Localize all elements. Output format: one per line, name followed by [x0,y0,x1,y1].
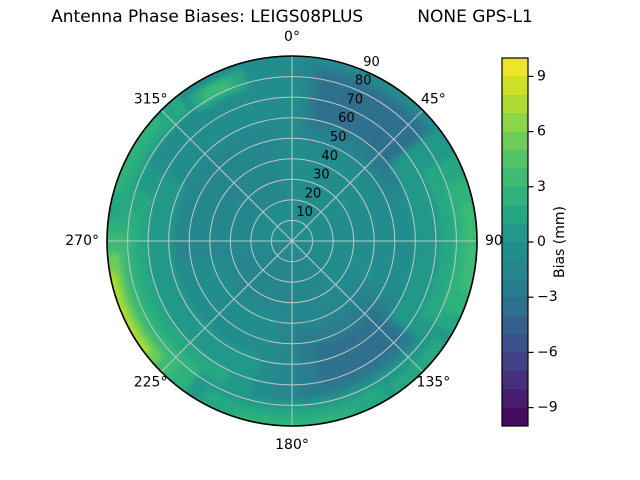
elevation-tick-label: 30 [313,168,330,183]
colorbar-tick-label: −6 [537,344,558,360]
colorbar-band [502,260,528,280]
contour-region [231,407,359,426]
colorbar-band [502,168,528,188]
elevation-tick-label: 20 [305,186,322,201]
colorbar-band [502,131,528,151]
azimuth-tick-label: 180° [275,437,309,453]
colorbar-band [502,242,528,261]
contour-region [313,73,423,162]
colorbar-band [502,370,528,390]
elevation-tick-label: 80 [355,74,372,89]
colorbar-tick-label: 9 [537,68,546,84]
elevation-tick-label: 50 [330,130,347,145]
colorbar-band [502,278,528,298]
polar-outline [106,55,478,427]
azimuth-tick-label: 135° [417,374,451,390]
azimuth-tick-label: 45° [421,92,446,108]
colorbar-band [502,94,528,114]
chart-title: Antenna Phase Biases: LEIGS08PLUS NONE G… [51,7,533,27]
colorbar-band [502,76,528,96]
contour-region [458,200,477,295]
elevation-tick-label: 10 [296,205,313,220]
colorbar-band [502,186,528,206]
azimuth-tick-label: 225° [134,374,168,390]
elevation-tick-label: 90 [363,55,380,70]
elevation-tick-label: 40 [321,149,338,164]
colorbar-band [502,205,528,224]
colorbar-axis-label: Bias (mm) [552,206,568,278]
elevation-labels: 10 20 30 40 50 60 70 80 90 [296,55,379,220]
colorbar: 9 6 3 0 −3 −6 −9 Bias (mm) [501,57,568,427]
azimuth-tick-label: 90 [485,233,503,249]
colorbar-band [502,334,528,353]
colorbar-tick-label: 6 [537,124,546,140]
colorbar-band [502,223,528,243]
colorbar-band [502,407,528,427]
colorbar-tick-label: 3 [537,179,546,195]
colorbar-band [502,389,528,408]
colorbar-tick-label: 0 [537,234,546,250]
azimuth-gridline [160,109,424,373]
polar-grid [107,56,477,426]
colorbar-band [502,150,528,169]
azimuth-tick-label: 0° [284,29,300,45]
colorbar-band [502,315,528,335]
colorbar-tick-label: −3 [537,289,558,305]
colorbar-band [502,352,528,372]
colorbar-tick-label: −9 [537,400,558,416]
contour-region [172,122,287,266]
colorbar-band [502,297,528,316]
elevation-tick-label: 70 [347,93,364,108]
colorbar-band [502,58,528,77]
azimuth-labels: 0° 45° 90 135° 180° 225° 270° 315° [65,29,503,453]
azimuth-tick-label: 315° [134,92,168,108]
elevation-tick-label: 60 [338,111,355,126]
colorbar-band [502,113,528,132]
azimuth-tick-label: 270° [65,233,99,249]
contour-region [202,80,230,100]
